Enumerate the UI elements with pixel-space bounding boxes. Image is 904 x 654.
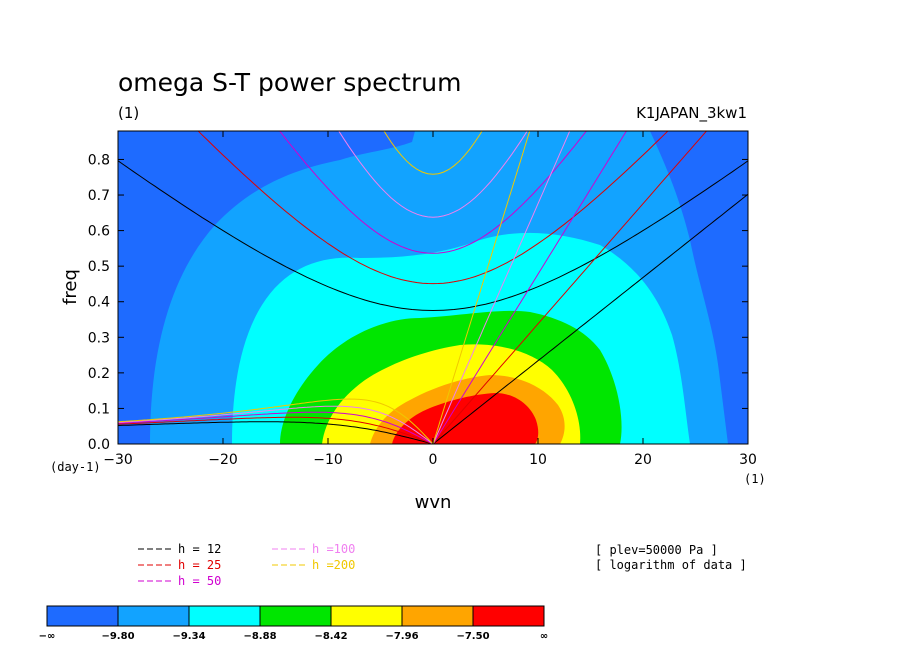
colorbar-label: −8.88: [243, 631, 276, 642]
colorbar-label: ∞: [540, 631, 548, 642]
y-tick-label: 0.1: [88, 401, 110, 417]
colorbar-segment: [330, 605, 403, 627]
x-axis-label: wvn: [415, 492, 452, 513]
annotation-plev: [ plev=50000 Pa ]: [595, 543, 718, 557]
chart-title: omega S-T power spectrum: [118, 68, 462, 97]
gravity-curve-h100: [338, 131, 528, 218]
colorbar-label: −7.50: [456, 631, 489, 642]
chart-subtitle-left: (1): [118, 104, 139, 122]
gravity-curve-h12: [118, 160, 748, 312]
colorbar-segment: [401, 605, 474, 627]
rossby-curve-h12: [118, 421, 434, 444]
dispersion-legend: h = 12 h = 25 h = 50 h =100 h =200: [138, 542, 355, 588]
colorbar-segment: [117, 605, 190, 627]
y-tick-label: 0.3: [88, 330, 110, 346]
colorbar-segment: [259, 605, 332, 627]
rossby-curve-h50: [118, 411, 434, 444]
kelvin-curve-h200: [432, 131, 531, 444]
colorbar-label: −8.42: [314, 631, 347, 642]
x-ticks: −30 −20 −10 0 10 20 30: [103, 131, 757, 468]
rossby-curve-h25: [118, 416, 434, 444]
legend-label: h = 25: [178, 558, 221, 572]
colorbar-label: −∞: [39, 631, 56, 642]
kelvin-curve-h12: [432, 193, 748, 444]
y-tick-label: 0.7: [88, 188, 110, 204]
y-tick-label: 0.6: [88, 224, 110, 240]
x-tick-label: 20: [634, 452, 652, 468]
x-tick-label: −30: [103, 452, 133, 468]
kelvin-curve-h25: [432, 131, 708, 444]
y-ticks: 0.0 0.1 0.2 0.3 0.4 0.5 0.6 0.7 0.8: [88, 152, 748, 453]
y-tick-label: 0.2: [88, 366, 110, 382]
x-tick-label: 0: [429, 452, 438, 468]
y-tick-label: 0.4: [88, 295, 110, 311]
rossby-curve-h200: [118, 398, 434, 444]
y-unit-label: (day-1): [50, 460, 101, 474]
y-tick-label: 0.8: [88, 152, 110, 168]
kelvin-curve-h100: [432, 131, 571, 444]
colorbar-label: −9.34: [172, 631, 205, 642]
y-axis-label: freq: [60, 269, 81, 305]
x-unit-label: (1): [744, 472, 766, 486]
colorbar-segment: [188, 605, 261, 627]
legend-label: h =200: [312, 558, 355, 572]
chart-subtitle-right: K1JAPAN_3kw1: [636, 104, 747, 123]
x-tick-label: −10: [313, 452, 343, 468]
contour-fills: [118, 131, 748, 444]
x-tick-label: −20: [208, 452, 238, 468]
gravity-curve-h25: [197, 131, 669, 285]
dispersion-curves: [118, 131, 748, 444]
x-tick-label: 10: [529, 452, 547, 468]
annotation-log: [ logarithm of data ]: [595, 558, 747, 572]
legend-label: h = 50: [178, 574, 221, 588]
gravity-curve-h200: [383, 131, 483, 175]
kelvin-curve-h50: [432, 131, 628, 444]
colorbar: −∞ −9.80 −9.34 −8.88 −8.42 −7.96 −7.50 ∞: [39, 605, 548, 642]
legend-label: h =100: [312, 542, 355, 556]
gravity-curve-h50: [279, 131, 588, 254]
rossby-curve-h100: [118, 405, 434, 444]
colorbar-label: −7.96: [385, 631, 418, 642]
colorbar-segment: [46, 605, 119, 627]
x-tick-label: 30: [739, 452, 757, 468]
y-tick-label: 0.5: [88, 259, 110, 275]
y-tick-label: 0.0: [88, 437, 110, 453]
colorbar-segment: [472, 605, 545, 627]
legend-label: h = 12: [178, 542, 221, 556]
colorbar-label: −9.80: [101, 631, 134, 642]
